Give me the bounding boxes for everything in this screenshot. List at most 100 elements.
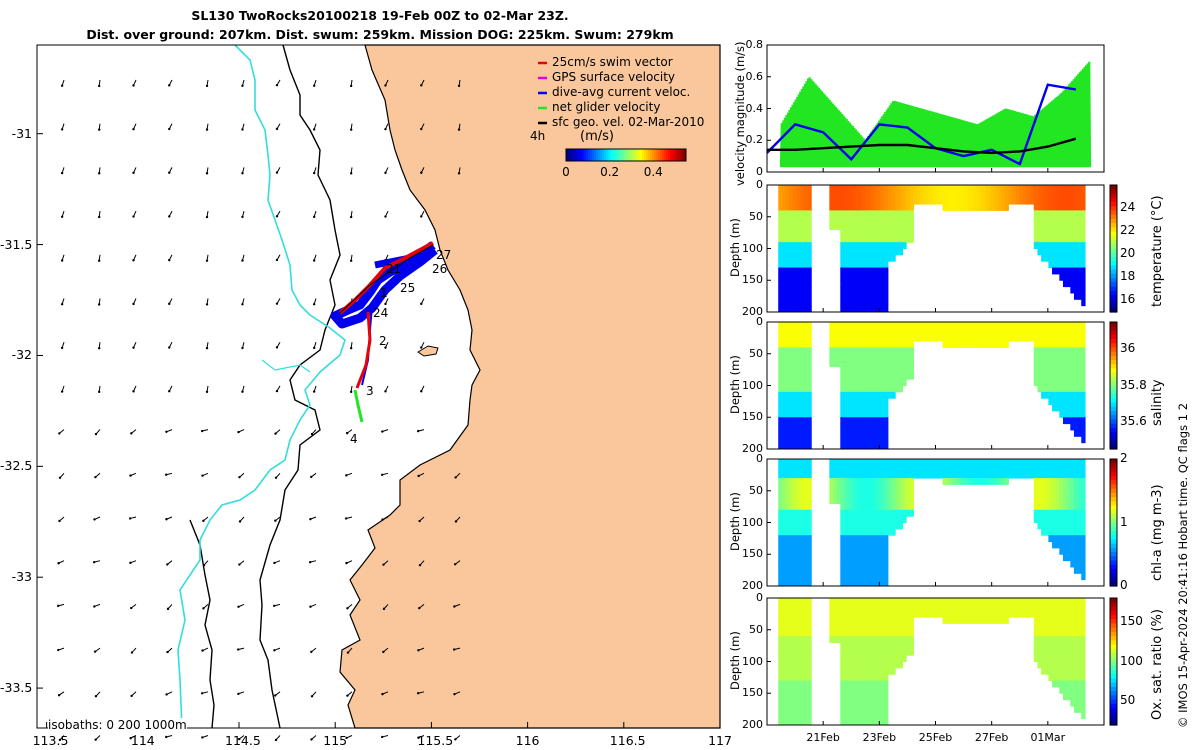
time-tick-label: 25Feb: [918, 731, 953, 744]
profile-cell: [1070, 423, 1075, 431]
profile-cell: [807, 191, 812, 199]
profile-cell: [807, 465, 812, 473]
profile-cell: [862, 604, 867, 612]
profile-cell: [880, 610, 885, 618]
profile-cell: [1048, 242, 1053, 249]
profile-cell: [1062, 471, 1068, 479]
profile-cell: [836, 598, 841, 605]
profile-cell: [1048, 465, 1053, 473]
profile-cell: [785, 655, 790, 662]
profile-cell: [1037, 366, 1042, 374]
profile-cell: [898, 216, 904, 224]
profile-cell: [960, 471, 966, 479]
profile-cell: [781, 465, 787, 473]
profile-cell: [1052, 680, 1057, 688]
profile-cell: [869, 497, 874, 504]
profile-cell: [800, 465, 805, 473]
profile-colorbar-cell: [1110, 223, 1117, 228]
profile-cell: [1081, 623, 1086, 631]
profile-cell: [909, 629, 914, 637]
profile-cell: [906, 478, 911, 485]
sfc-vel-arrowhead: [164, 473, 168, 476]
profile-cell: [1044, 661, 1050, 669]
profile-cell: [789, 667, 794, 675]
sfc-vel-arrowhead: [275, 171, 279, 174]
profile-cell: [854, 379, 860, 386]
profile-cell: [778, 484, 783, 492]
profile-cell: [778, 292, 783, 300]
profile-cell: [1062, 667, 1068, 675]
profile-cell: [1041, 503, 1046, 511]
profile-cell: [942, 471, 947, 479]
profile-colorbar-tick-label: 24: [1120, 200, 1136, 215]
profile-cell: [785, 497, 790, 504]
profile-cell: [1081, 292, 1086, 300]
profile-cell: [840, 385, 845, 393]
profile-cell: [865, 522, 871, 530]
profile-cell: [909, 478, 914, 485]
profile-cell: [807, 398, 812, 406]
profile-cell: [1004, 610, 1009, 618]
profile-cell: [800, 334, 805, 342]
profile-cell: [1041, 459, 1046, 466]
profile-cell: [898, 490, 904, 498]
profile-cell: [829, 223, 834, 230]
profile-cell: [1037, 229, 1042, 237]
profile-cell: [884, 372, 889, 380]
profile-cell: [873, 598, 878, 605]
profile-cell: [953, 610, 958, 618]
net-glider-track: [353, 389, 364, 423]
profile-cell: [854, 522, 860, 530]
profile-cell: [781, 629, 787, 637]
profile-cell: [1048, 322, 1053, 329]
profile-cell: [1073, 417, 1079, 425]
profile-cell: [785, 560, 790, 568]
profile-cell: [895, 661, 900, 669]
profile-cell: [1044, 223, 1050, 230]
profile-cell: [880, 404, 885, 412]
profile-cell: [1081, 642, 1086, 650]
profile-cell: [847, 459, 852, 466]
profile-colorbar-cell: [1110, 653, 1117, 658]
sfc-vel-arrowhead: [312, 303, 316, 306]
profile-cell: [792, 404, 798, 412]
profile-cell: [880, 471, 885, 479]
sfc-vel-arrowhead: [420, 215, 423, 218]
profile-cell: [906, 617, 911, 624]
profile-cell: [891, 391, 896, 399]
profile-cell: [792, 372, 798, 380]
profile-cell: [880, 210, 885, 218]
profile-cell: [807, 629, 812, 637]
profile-cell: [880, 191, 885, 199]
profile-cell: [993, 617, 998, 624]
profile-cell: [891, 334, 896, 342]
profile-cell: [898, 642, 904, 650]
map-x-tick-label: 116: [515, 733, 540, 748]
profile-cell: [800, 436, 805, 444]
profile-cell: [1037, 648, 1042, 656]
net-glider-velocity-series: [779, 61, 1092, 168]
sfc-vel-arrowhead: [420, 84, 423, 87]
profile-cell: [865, 417, 871, 425]
profile-colorbar-cell: [1110, 427, 1117, 433]
profile-cell: [1073, 410, 1079, 418]
profile-cell: [796, 442, 801, 450]
profile-cell: [785, 391, 790, 399]
profile-cell: [785, 216, 790, 224]
profile-cell: [1077, 471, 1082, 479]
sfc-vel-arrowhead: [205, 259, 209, 262]
profile-cell: [785, 210, 790, 218]
profile-cell: [1073, 554, 1079, 562]
profile-cell: [832, 360, 838, 367]
profile-cell: [989, 328, 995, 336]
map-y-tick-label: -31.5: [0, 236, 33, 252]
profile-cell: [902, 191, 907, 199]
profile-cell: [880, 360, 885, 367]
profile-cell: [865, 210, 871, 218]
profile-cell: [792, 305, 798, 313]
profile-cell: [1037, 353, 1042, 361]
profile-cell: [803, 334, 809, 342]
colorbar-cell: [668, 149, 671, 161]
profile-cell: [884, 509, 889, 517]
profile-cell: [1026, 185, 1031, 192]
